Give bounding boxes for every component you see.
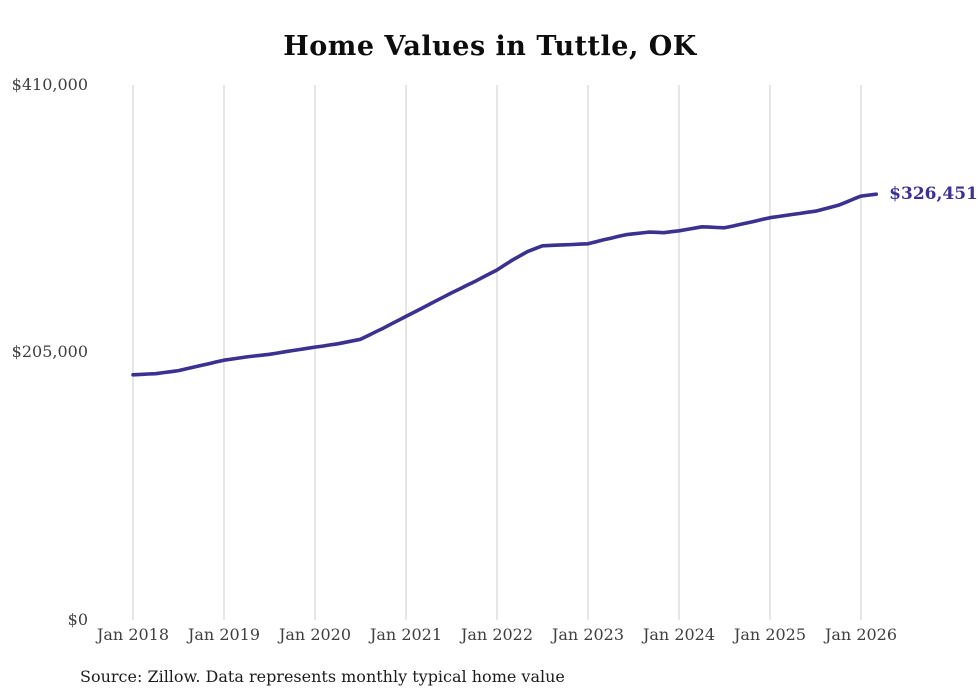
x-axis-tick-label: Jan 2024 <box>642 625 716 644</box>
x-axis-tick-label: Jan 2020 <box>278 625 352 644</box>
y-axis-tick-label-top: $410,000 <box>11 75 88 94</box>
latest-value-label: $326,451 <box>889 184 978 205</box>
x-axis-tick-label: Jan 2018 <box>96 625 170 644</box>
vertical-gridlines <box>132 85 862 620</box>
source-note: Source: Zillow. Data represents monthly … <box>80 667 565 686</box>
x-axis-tick-label: Jan 2021 <box>369 625 443 644</box>
home-value-line-series <box>131 192 879 377</box>
x-axis-tick-label: Jan 2023 <box>551 625 625 644</box>
y-axis-tick-label-0: $0 <box>67 610 88 629</box>
x-axis-tick-label: Jan 2022 <box>460 625 534 644</box>
y-axis-tick-label-mid: $205,000 <box>11 342 88 361</box>
x-axis-tick-label: Jan 2019 <box>187 625 261 644</box>
x-axis-tick-label: Jan 2026 <box>824 625 898 644</box>
chart-title: Home Values in Tuttle, OK <box>283 31 697 62</box>
x-axis-tick-label: Jan 2025 <box>733 625 807 644</box>
